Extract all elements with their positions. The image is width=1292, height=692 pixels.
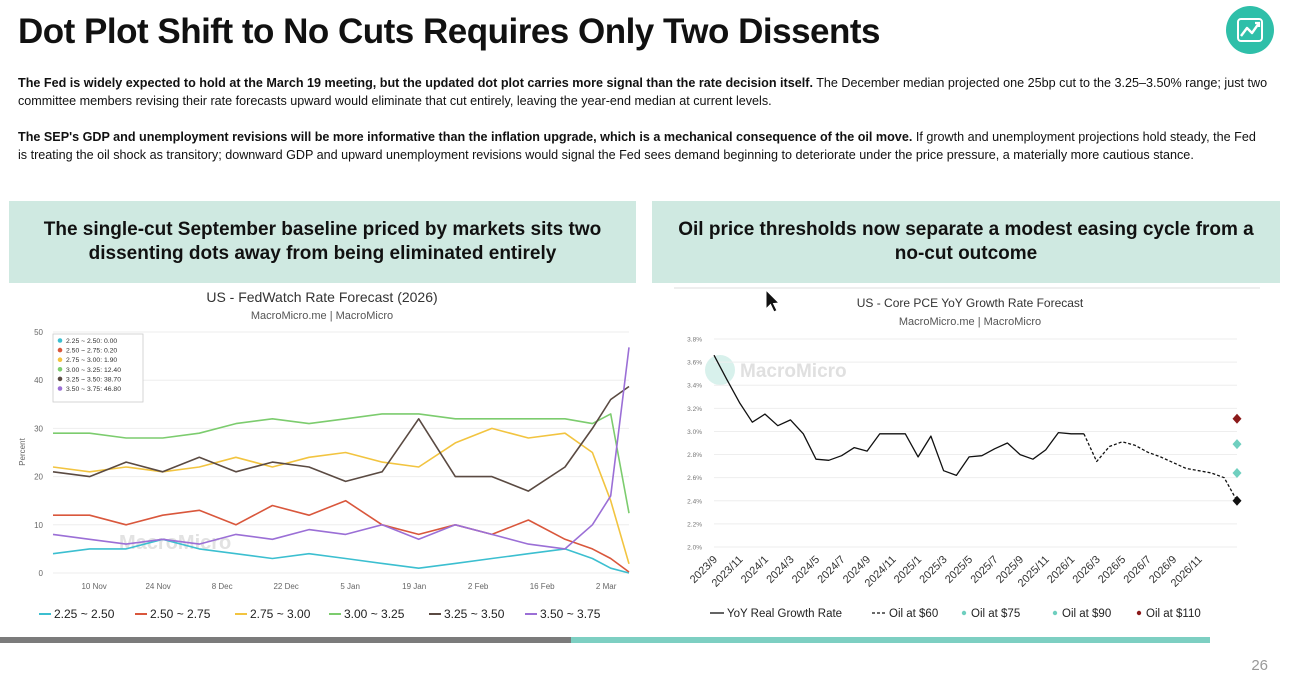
tooltip-dot xyxy=(57,338,63,343)
y-tick-label: 2.2% xyxy=(687,521,702,528)
legend-label[interactable]: 3.25 ~ 3.50 xyxy=(444,607,505,621)
paragraph-1: The Fed is widely expected to hold at th… xyxy=(18,74,1268,110)
legend-swatch xyxy=(1136,610,1142,616)
y-tick-label: 3.4% xyxy=(687,383,702,390)
marker-oil-60[interactable] xyxy=(1232,495,1242,506)
x-tick-label: 2024/7 xyxy=(815,554,847,586)
x-tick-label: 24 Nov xyxy=(145,582,170,591)
y-tick-label: 3.2% xyxy=(687,406,702,413)
x-tick-label: 2025/1 xyxy=(892,554,924,586)
series-line-350375[interactable] xyxy=(52,347,630,550)
x-tick-label: 2026/7 xyxy=(1122,554,1154,586)
x-tick-label: 5 Jan xyxy=(340,582,360,591)
tooltip-entry: 3.00 ~ 3.25: 12.40 xyxy=(66,367,121,374)
paragraph-2-text: If growth and unemployment projections h… xyxy=(18,130,1256,162)
macromicro-watermark: MacroMicro xyxy=(705,355,847,385)
legend-label[interactable]: 2.75 ~ 3.00 xyxy=(250,607,311,621)
x-tick-label: 2 Mar xyxy=(596,582,617,591)
marker-90[interactable] xyxy=(1232,439,1242,450)
svg-text:MacroMicro: MacroMicro xyxy=(740,361,847,382)
fedwatch-ylabel: Percent xyxy=(18,437,27,465)
y-tick-label: 30 xyxy=(34,424,43,433)
x-tick-label: 2025/5 xyxy=(943,554,975,586)
y-tick-label: 3.6% xyxy=(687,360,702,367)
pce-chart[interactable]: US - Core PCE YoY Growth Rate Forecast M… xyxy=(652,284,1280,630)
fedwatch-tooltip: 2.25 ~ 2.50: 0.00 2.50 ~ 2.75: 0.20 2.75 ~… xyxy=(52,333,144,403)
real-growth-line[interactable] xyxy=(713,354,1084,477)
y-tick-label: 2.6% xyxy=(687,475,702,482)
tooltip-entry: 2.75 ~ 3.00: 1.90 xyxy=(66,357,117,364)
y-tick-label: 2.8% xyxy=(687,452,702,459)
y-tick-label: 2.0% xyxy=(687,545,702,552)
x-tick-label: 2025/7 xyxy=(968,554,1000,586)
legend-label[interactable]: Oil at $90 xyxy=(1062,608,1111,620)
y-tick-label: 0 xyxy=(39,569,44,578)
fedwatch-chart-subtitle: MacroMicro.me | MacroMicro xyxy=(251,310,393,322)
paragraph-1-text: The December median projected one 25bp c… xyxy=(18,76,1268,108)
y-tick-label: 50 xyxy=(34,328,43,337)
tooltip-entry: 2.25 ~ 2.50: 0.00 xyxy=(66,338,117,345)
fedwatch-chart-title: US - FedWatch Rate Forecast (2026) xyxy=(206,289,437,305)
x-tick-label: 10 Nov xyxy=(81,582,106,591)
trend-chart-icon[interactable] xyxy=(1226,6,1274,54)
y-tick-label: 2.4% xyxy=(687,498,702,505)
legend-label[interactable]: 3.00 ~ 3.25 xyxy=(344,607,405,621)
series-line-300325[interactable] xyxy=(53,413,630,514)
x-tick-label: 16 Feb xyxy=(530,582,555,591)
y-tick-label: 3.8% xyxy=(687,337,702,344)
x-tick-label: 19 Jan xyxy=(402,582,426,591)
x-tick-label: 2024/5 xyxy=(790,554,822,586)
tooltip-dot xyxy=(57,357,63,362)
y-tick-label: 40 xyxy=(34,376,43,385)
page-number: 26 xyxy=(1251,657,1268,674)
y-tick-label: 10 xyxy=(34,521,43,530)
legend-swatch xyxy=(1052,610,1058,616)
legend-label[interactable]: Oil at $60 xyxy=(889,608,938,620)
x-tick-label: 2025/3 xyxy=(917,554,949,586)
slide-progress-remaining xyxy=(571,637,1210,643)
x-tick-label: 8 Dec xyxy=(212,582,233,591)
x-tick-label: 2026/1 xyxy=(1045,554,1077,586)
mouse-cursor-icon xyxy=(765,288,781,313)
tooltip-dot xyxy=(57,347,63,353)
tooltip-entry: 3.50 ~ 3.75: 46.80 xyxy=(66,386,121,393)
legend-label[interactable]: 3.50 ~ 3.75 xyxy=(540,607,601,621)
legend-label[interactable]: 2.25 ~ 2.50 xyxy=(54,607,115,621)
pce-chart-title: US - Core PCE YoY Growth Rate Forecast xyxy=(857,296,1084,310)
fedwatch-chart[interactable]: US - FedWatch Rate Forecast (2026) Macro… xyxy=(9,284,636,630)
oil-60-line[interactable] xyxy=(1083,433,1238,502)
x-tick-label: 2026/5 xyxy=(1096,554,1128,586)
series-line-325350[interactable] xyxy=(52,385,630,492)
x-tick-label: 2 Feb xyxy=(468,582,489,591)
y-tick-label: 20 xyxy=(34,473,43,482)
legend-label[interactable]: Oil at $110 xyxy=(1146,608,1201,620)
slide-progress-bar xyxy=(0,637,1210,643)
tooltip-dot xyxy=(57,386,63,391)
legend-swatch xyxy=(961,610,967,616)
y-tick-label: 3.0% xyxy=(687,429,702,436)
page-title: Dot Plot Shift to No Cuts Requires Only … xyxy=(18,12,881,51)
marker-75[interactable] xyxy=(1232,468,1242,479)
tooltip-dot xyxy=(57,376,63,382)
tooltip-entry: 2.50 ~ 2.75: 0.20 xyxy=(66,348,117,355)
x-tick-label: 2024/3 xyxy=(764,554,796,586)
x-tick-label: 2024/1 xyxy=(739,554,771,586)
paragraph-1-bold: The Fed is widely expected to hold at th… xyxy=(18,76,813,90)
x-tick-label: 2026/3 xyxy=(1071,554,1103,586)
tooltip-dot xyxy=(57,367,63,372)
marker-110[interactable] xyxy=(1232,413,1242,424)
paragraph-2: The SEP's GDP and unemployment revisions… xyxy=(18,128,1268,164)
x-tick-label: 22 Dec xyxy=(273,582,298,591)
right-panel-title: Oil price thresholds now separate a mode… xyxy=(652,201,1280,283)
legend-label[interactable]: 2.50 ~ 2.75 xyxy=(150,607,211,621)
tooltip-entry: 3.25 ~ 3.50: 38.70 xyxy=(66,376,121,383)
slide-progress-fill xyxy=(0,637,572,643)
paragraph-2-bold: The SEP's GDP and unemployment revisions… xyxy=(18,130,913,144)
pce-chart-subtitle: MacroMicro.me | MacroMicro xyxy=(899,316,1041,328)
series-line-250275[interactable] xyxy=(53,499,630,573)
left-panel-title: The single-cut September baseline priced… xyxy=(9,201,636,283)
legend-label[interactable]: YoY Real Growth Rate xyxy=(727,608,842,620)
legend-label[interactable]: Oil at $75 xyxy=(971,608,1020,620)
